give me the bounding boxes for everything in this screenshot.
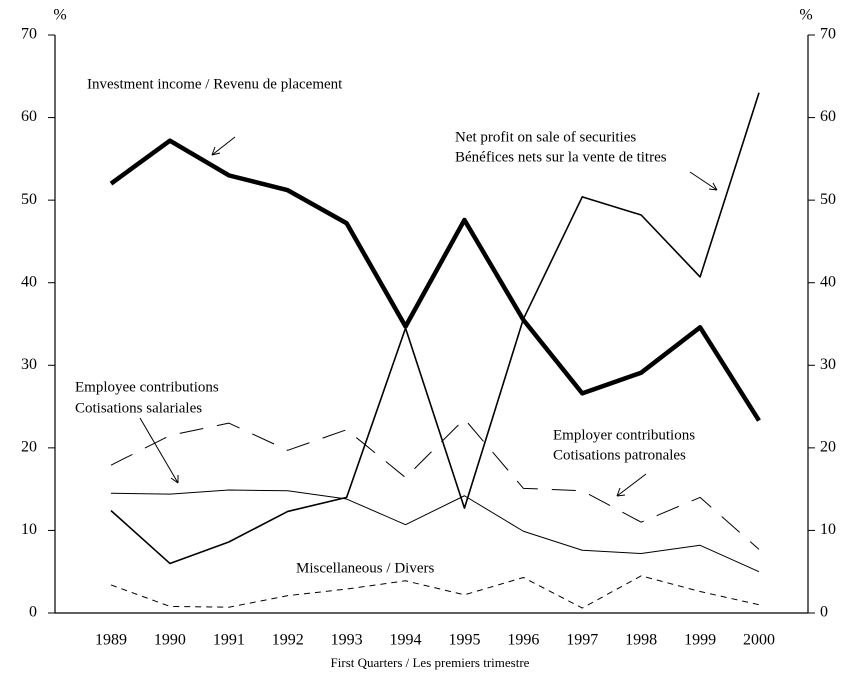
y2-tick-label: 50 [820,191,836,208]
y2-tick-label: 10 [820,521,836,538]
y2-tick-label: 30 [820,356,836,373]
series-label: Employee contributions [75,379,219,395]
series-label: Cotisations salariales [75,400,202,416]
x-tick-label: 1990 [154,632,186,649]
y-tick-label: 60 [21,108,37,125]
x-tick-label: 2000 [743,632,775,649]
x-tick-label: 1991 [213,632,245,649]
series-label: Cotisations patronales [553,447,686,463]
y-tick-label: 20 [21,439,37,456]
y-tick-label: 30 [21,356,37,373]
x-tick-label: 1993 [331,632,363,649]
y-tick-label: 40 [21,273,37,290]
y2-tick-label: 60 [820,108,836,125]
x-tick-label: 1997 [566,632,598,649]
x-tick-label: 1999 [684,632,716,649]
series-label: Miscellaneous / Divers [296,560,434,576]
y2-tick-label: 0 [820,604,828,621]
x-tick-label: 1989 [95,632,127,649]
y-tick-label: 10 [21,521,37,538]
y-tick-label: 70 [21,26,37,43]
x-tick-label: 1998 [625,632,657,649]
y2-axis-label: % [799,7,812,24]
y2-tick-label: 70 [820,26,836,43]
series-line [110,92,760,565]
y2-tick-label: 20 [820,439,836,456]
series-label: Net profit on sale of securities [455,129,636,145]
y-axis-label: % [53,7,66,24]
y-tick-label: 50 [21,191,37,208]
y2-tick-label: 40 [820,273,836,290]
series-label: Employer contributions [553,427,695,443]
arrows [139,136,718,497]
x-tick-label: 1994 [390,632,422,649]
y-tick-label: 0 [29,604,37,621]
x-axis-label: First Quarters / Les premiers trimestre [331,655,530,670]
series-label: Bénéfices nets sur la vente de titres [455,149,667,165]
x-tick-label: 1996 [507,632,539,649]
series-line [110,418,760,550]
series-line [109,138,761,422]
series-line [110,489,760,573]
x-tick-label: 1995 [448,632,480,649]
series-line [110,575,760,609]
series-label: Investment income / Revenu de placement [87,76,343,92]
x-tick-label: 1992 [272,632,304,649]
